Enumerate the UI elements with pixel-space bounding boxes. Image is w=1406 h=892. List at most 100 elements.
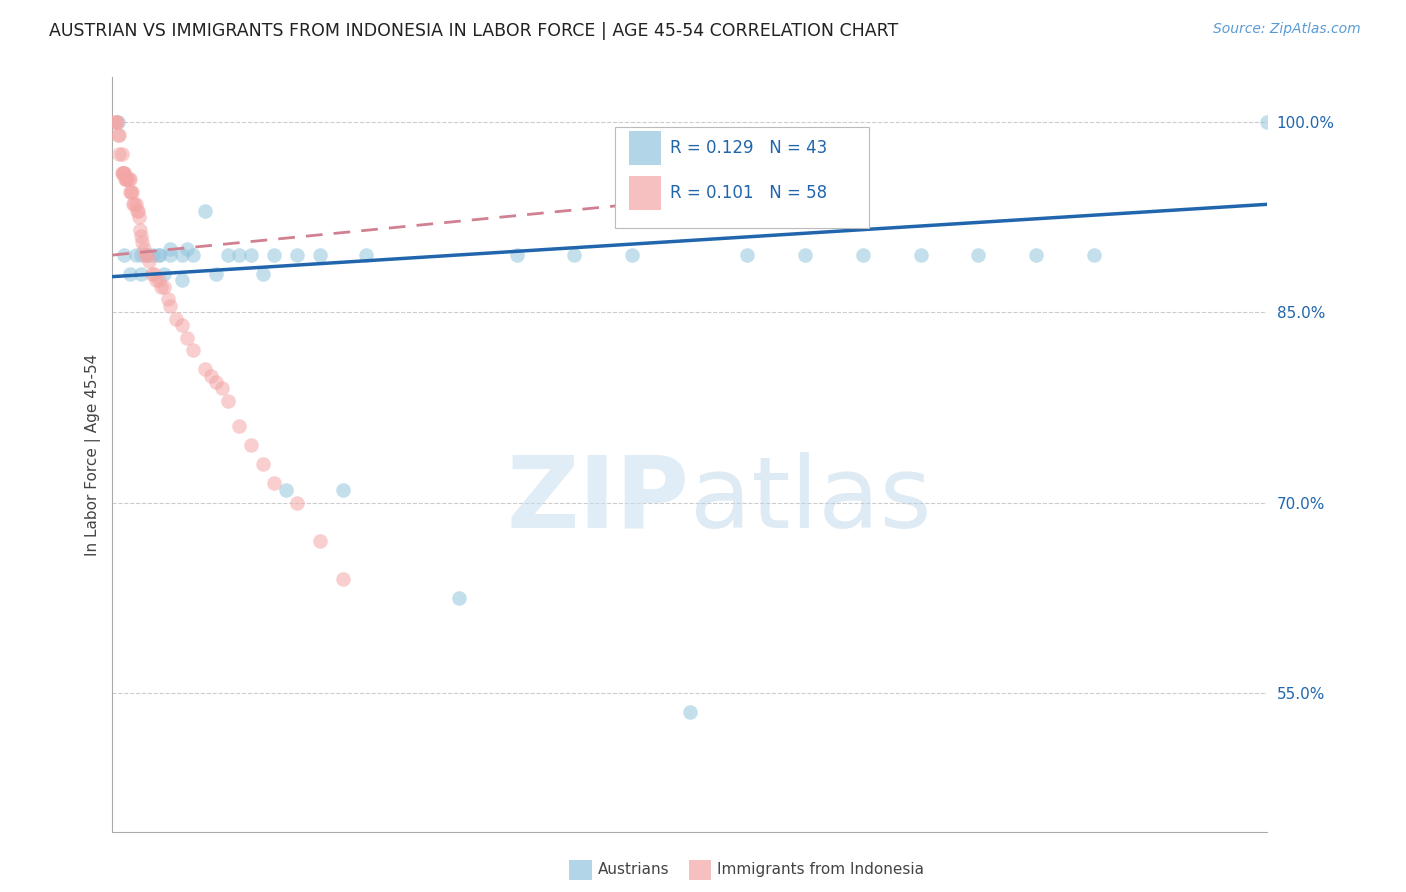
Point (285, 248, 308, 262)
FancyBboxPatch shape (614, 127, 869, 228)
Point (115, 172, 138, 186)
Point (118, 267, 141, 281)
Point (170, 273, 193, 287)
Text: atlas: atlas (690, 451, 931, 549)
Point (217, 248, 239, 262)
Point (153, 280, 176, 294)
Point (156, 293, 179, 307)
Point (679, 705, 702, 719)
Point (122, 197, 145, 211)
Point (170, 248, 193, 262)
Point (136, 248, 159, 262)
Point (114, 172, 136, 186)
Point (148, 248, 170, 262)
Point (108, 128, 131, 142)
Point (132, 242, 155, 256)
Point (620, 248, 643, 262)
Point (194, 203, 217, 218)
Point (967, 248, 990, 262)
Text: Immigrants from Indonesia: Immigrants from Indonesia (717, 863, 924, 877)
Point (181, 248, 204, 262)
Point (129, 267, 152, 281)
Text: Source: ZipAtlas.com: Source: ZipAtlas.com (1213, 22, 1361, 37)
Point (194, 362, 217, 376)
Point (121, 185, 143, 199)
Point (148, 248, 170, 262)
Point (176, 242, 198, 256)
Point (263, 248, 285, 262)
Point (148, 273, 170, 287)
Point (239, 438, 262, 452)
Point (143, 267, 166, 281)
Point (107, 115, 129, 129)
Point (159, 242, 181, 256)
Point (170, 318, 193, 332)
Point (159, 299, 181, 313)
Point (794, 248, 817, 262)
Point (136, 248, 159, 262)
Point (239, 248, 262, 262)
Point (112, 248, 135, 262)
Y-axis label: In Labor Force | Age 45-54: In Labor Force | Age 45-54 (86, 354, 101, 556)
Point (205, 267, 228, 281)
Point (136, 248, 159, 262)
Point (737, 248, 759, 262)
FancyBboxPatch shape (628, 176, 661, 211)
Point (124, 248, 146, 262)
Point (117, 172, 139, 186)
Point (138, 254, 160, 268)
Text: Austrians: Austrians (598, 863, 669, 877)
Point (309, 248, 332, 262)
Point (211, 381, 233, 395)
Point (118, 185, 141, 199)
Point (263, 476, 285, 491)
Point (118, 172, 141, 186)
Point (1025, 248, 1047, 262)
Point (447, 591, 470, 605)
Point (115, 172, 138, 186)
Point (104, 115, 127, 129)
Point (134, 248, 156, 262)
Point (217, 394, 239, 409)
Point (112, 166, 135, 180)
Point (124, 197, 146, 211)
Point (852, 248, 875, 262)
Point (111, 166, 134, 180)
Point (165, 311, 187, 326)
Point (111, 166, 134, 180)
Text: ZIP: ZIP (506, 451, 690, 549)
Point (108, 146, 131, 161)
Point (176, 330, 198, 344)
Point (228, 419, 250, 434)
Point (332, 483, 354, 497)
Point (181, 343, 204, 358)
Point (131, 235, 153, 250)
Point (112, 166, 135, 180)
Point (910, 248, 932, 262)
Point (142, 248, 165, 262)
Point (107, 128, 129, 142)
Point (505, 248, 527, 262)
Point (129, 229, 152, 244)
Point (332, 572, 354, 586)
Point (141, 267, 163, 281)
Point (104, 115, 127, 129)
Point (120, 185, 142, 199)
Point (252, 458, 274, 472)
Text: R = 0.129   N = 43: R = 0.129 N = 43 (671, 139, 827, 157)
Point (111, 166, 134, 180)
Point (129, 223, 152, 237)
Point (149, 280, 172, 294)
Point (356, 248, 378, 262)
Point (1083, 248, 1105, 262)
Point (153, 267, 176, 281)
Point (129, 248, 152, 262)
Point (125, 203, 148, 218)
Point (124, 197, 146, 211)
Point (274, 483, 297, 497)
Point (309, 533, 332, 548)
FancyBboxPatch shape (628, 131, 661, 165)
Point (117, 172, 139, 186)
Text: AUSTRIAN VS IMMIGRANTS FROM INDONESIA IN LABOR FORCE | AGE 45-54 CORRELATION CHA: AUSTRIAN VS IMMIGRANTS FROM INDONESIA IN… (49, 22, 898, 40)
Point (252, 267, 274, 281)
